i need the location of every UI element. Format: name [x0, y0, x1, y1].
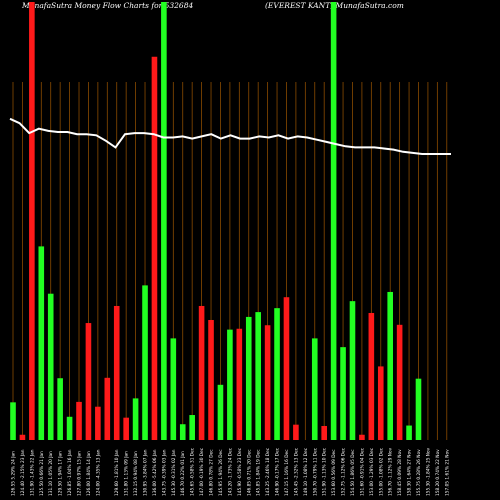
x-tick-label: 143.25 -2.46% 18 Dec [265, 447, 271, 496]
bar-mon-02-dec-2024 [368, 312, 375, 440]
bar-fri-20-dec-2024 [236, 328, 243, 440]
x-tick-label: 147.15 1.16% 16 Dec [284, 449, 290, 496]
bar-fri-03-jan-2025 [151, 56, 158, 440]
bar-thu-02-jan-2025 [161, 2, 167, 440]
bar-fri-06-dec-2024 [330, 2, 337, 440]
x-tick-label: 155.30 -1.84% 25 Nov [425, 447, 431, 496]
bar-mon-09-dec-2024 [321, 425, 327, 440]
x-tick-label: 125.50 0.66% 21 Jan [39, 451, 45, 496]
bar-wed-18-dec-2024 [255, 312, 261, 440]
bar-fri-24-jan-2025 [10, 402, 16, 440]
x-tick-label: 158.20 0.74% 22 Nov [435, 449, 441, 496]
bar-tue-21-jan-2025 [38, 246, 45, 440]
bar-wed-15-jan-2025 [76, 401, 82, 440]
x-tick-label: 129.50 1.94% 17 Jan [58, 451, 64, 496]
x-tick-label: 156.70 -1.12% 29 Nov [388, 447, 394, 496]
x-tick-label: 131.10 1.05% 20 Jan [48, 451, 54, 496]
bar-tue-31-dec-2024 [179, 424, 186, 440]
x-tick-label: 155.75 0.28% 26 Nov [416, 449, 422, 496]
x-tick-label: 153.60 0.56% 09 Dec [331, 449, 337, 496]
bar-mon-13-jan-2025 [95, 406, 101, 440]
bar-fri-10-jan-2025 [104, 377, 111, 440]
x-tick-label: 145.65 -0.58% 31 Dec [190, 447, 196, 496]
bar-wed-01-jan-2025 [170, 338, 177, 440]
bar-mon-30-dec-2024 [189, 415, 195, 440]
x-tick-label: 145.45 -2.32% 13 Dec [293, 447, 299, 496]
bar-thu-05-dec-2024 [340, 347, 346, 440]
x-tick-label: 129.60 -1.81% 10 Jan [114, 449, 120, 496]
bar-fri-13-dec-2024 [283, 297, 290, 440]
bar-wed-27-nov-2024 [396, 324, 403, 440]
bar-thu-28-nov-2024 [387, 291, 393, 440]
x-tick-label: 145.30 -0.31% 02 Jan [171, 449, 177, 496]
x-tick-label: 124.40 -2.15% 23 Jan [20, 449, 26, 496]
bar-fri-27-dec-2024 [198, 305, 205, 440]
bar-tue-10-dec-2024 [311, 338, 318, 440]
x-tick-label: 154.50 1.86% 05 Dec [350, 449, 356, 496]
bar-thu-26-dec-2024 [208, 319, 214, 440]
x-tick-label: 158.45 0.09% 28 Nov [397, 449, 403, 496]
bar-fri-17-jan-2025 [57, 378, 63, 440]
money-flow-bars [10, 2, 422, 440]
x-tick-label: 146.90 -0.17% 17 Dec [275, 447, 281, 496]
x-tick-label: 155.00 -1.08% 02 Dec [378, 447, 384, 496]
bar-mon-25-nov-2024 [415, 378, 422, 440]
bar-tue-17-dec-2024 [264, 325, 271, 440]
bar-mon-23-dec-2024 [227, 329, 233, 440]
bar-thu-12-dec-2024 [293, 424, 299, 440]
bar-tue-03-dec-2024 [359, 434, 365, 440]
x-tick-label: 124.00 -4.35% 13 Jan [95, 449, 101, 496]
x-tick-label: 132.15 0.94% 08 Jan [133, 451, 139, 496]
bar-tue-26-nov-2024 [406, 425, 412, 440]
x-tick-label: 147.00 -0.19% 30 Dec [199, 447, 205, 496]
bar-tue-14-jan-2025 [85, 323, 92, 440]
bar-tue-07-jan-2025 [132, 398, 139, 440]
x-tick-label: 143.20 -1.73% 24 Dec [227, 447, 233, 496]
x-tick-label: 145.90 -0.58% 23 Dec [237, 447, 243, 496]
x-tick-label: 131.80 1.13% 09 Jan [124, 451, 130, 496]
bar-mon-16-dec-2024 [274, 308, 280, 440]
x-tick-label: 158.30 1.64% 27 Nov [407, 449, 413, 496]
bar-mon-20-jan-2025 [47, 293, 54, 440]
x-tick-label: 153.00 -1.29% 03 Dec [369, 447, 375, 496]
bar-tue-24-dec-2024 [217, 384, 224, 440]
x-tick-label: 151.90 -1.13% 10 Dec [322, 447, 328, 496]
x-tick-label: 126.85 -1.04% 16 Jan [67, 449, 73, 496]
x-tick-label: 127.80 0.97% 15 Jan [77, 451, 83, 496]
chart-title-left: MunafaSutra Money Flow Charts for 532684 [21, 1, 193, 10]
bar-thu-16-jan-2025 [66, 416, 73, 440]
x-tick-label: 126.55 5.29% 24 Jan [11, 451, 17, 496]
x-tick-label: 146.80 0.78% 27 Dec [209, 449, 215, 496]
bar-wed-04-dec-2024 [349, 301, 356, 440]
bar-thu-09-jan-2025 [113, 305, 120, 440]
x-tick-label: 143.75 -0.39% 03 Jan [161, 449, 167, 496]
bar-thu-23-jan-2025 [19, 434, 26, 440]
bar-mon-06-jan-2025 [142, 285, 148, 440]
x-tick-label: 149.10 -1.08% 12 Dec [303, 447, 309, 496]
x-tick-label: 136.00 -5.42% 06 Jan [152, 449, 158, 496]
x-tick-label: 145.85 1.84% 19 Dec [256, 449, 262, 496]
x-tick-label: 145.95 1.94% 26 Dec [218, 449, 224, 496]
price-trend-line [9, 117, 451, 155]
x-tick-label: 151.60 -0.91% 04 Dec [359, 447, 365, 496]
x-tick-label: 157.05 1.61% 21 Nov [444, 449, 450, 496]
x-tick-label: 146.85 0.71% 20 Dec [246, 449, 252, 496]
x-tick-label: 152.75 -1.12% 06 Dec [341, 447, 347, 496]
x-tick-label: 130.95 -3.84% 07 Jan [143, 449, 149, 496]
x-tick-label: 150.70 -0.79% 11 Dec [312, 447, 318, 496]
x-tick-label: 126.00 1.84% 14 Jan [86, 451, 92, 496]
x-tick-label: 131.90 -1.43% 22 Jan [29, 449, 35, 496]
x-axis-tick-labels: 126.55 5.29% 24 Jan 124.40 -2.15% 23 Jan 1… [11, 447, 451, 496]
bar-fri-29-nov-2024 [377, 366, 384, 440]
bar-wed-08-jan-2025 [123, 417, 129, 440]
x-tick-label: 146.70 0.22% 01 Jan [180, 451, 186, 496]
bar-thu-19-dec-2024 [245, 316, 252, 440]
bar-wed-22-jan-2025 [29, 2, 35, 440]
